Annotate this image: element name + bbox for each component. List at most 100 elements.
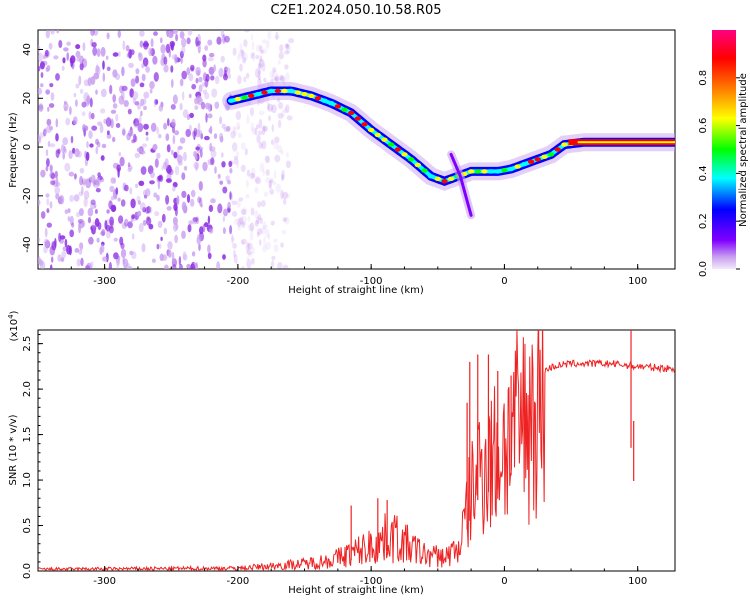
noise-blob (165, 195, 170, 205)
noise-blob (267, 30, 272, 40)
noise-blob (267, 102, 270, 111)
noise-blob (161, 165, 164, 171)
noise-blob (172, 135, 176, 145)
noise-blob (270, 139, 275, 145)
noise-blob (50, 92, 55, 101)
spectrogram-x-tick-label: -100 (360, 276, 383, 287)
ridge-blob (228, 98, 235, 103)
noise-blob (237, 53, 240, 62)
noise-blob (90, 30, 95, 37)
noise-blob (242, 52, 248, 62)
noise-blob (46, 158, 50, 167)
noise-blob (207, 215, 211, 225)
noise-blob (197, 43, 201, 54)
noise-blob (193, 161, 200, 170)
noise-blob (188, 220, 194, 225)
noise-blob (165, 43, 171, 54)
noise-blob (101, 143, 107, 149)
noise-blob (244, 30, 250, 33)
spectrogram-x-tick-label: 0 (501, 276, 507, 287)
noise-blob (200, 132, 203, 140)
noise-blob (55, 133, 59, 142)
noise-blob (78, 223, 82, 234)
noise-blob (274, 154, 281, 163)
noise-blob (81, 111, 86, 117)
noise-blob (240, 238, 247, 245)
noise-blob (55, 118, 59, 128)
noise-blob (75, 44, 81, 50)
noise-blob (161, 213, 166, 223)
noise-blob (256, 124, 260, 130)
noise-blob (254, 176, 260, 183)
noise-blob (165, 133, 170, 141)
noise-blob (214, 166, 217, 174)
noise-blob (79, 242, 84, 251)
noise-blob (135, 75, 140, 84)
noise-blob (163, 122, 168, 130)
noise-blob (71, 222, 75, 228)
noise-blob (95, 146, 99, 155)
noise-blob (171, 118, 176, 128)
noise-blob (251, 41, 255, 51)
noise-blob (66, 41, 71, 46)
snr-y-tick-label: 1.5 (22, 427, 33, 443)
ridge-blob (414, 162, 421, 168)
noise-blob (121, 66, 125, 77)
noise-blob (257, 74, 261, 81)
noise-blob (115, 113, 119, 122)
noise-blob (79, 55, 84, 64)
snr-frame (37, 329, 676, 572)
noise-blob (202, 59, 207, 68)
noise-blob (285, 104, 290, 113)
noise-blob (254, 186, 259, 194)
spectrogram-x-tick-label: -200 (227, 276, 250, 287)
noise-blob (153, 72, 159, 82)
noise-blob (62, 137, 69, 146)
noise-blob (233, 218, 240, 225)
noise-blob (250, 172, 256, 179)
noise-blob (181, 201, 187, 212)
noise-blob (222, 254, 226, 260)
noise-blob (251, 257, 255, 265)
noise-blob (233, 249, 236, 258)
noise-blob (239, 216, 244, 225)
noise-blob (175, 33, 179, 42)
noise-blob (112, 136, 116, 143)
noise-blob (172, 30, 179, 35)
noise-blob (150, 38, 154, 48)
noise-blob (126, 133, 131, 141)
noise-blob (233, 158, 239, 165)
noise-blob (209, 52, 215, 58)
noise-blob (195, 146, 200, 151)
noise-blob (100, 155, 105, 161)
noise-blob (100, 46, 106, 57)
ridge-blob (501, 168, 508, 173)
ridge-blob (268, 88, 275, 94)
noise-blob (38, 52, 43, 63)
noise-blob (51, 256, 54, 263)
noise-blob (191, 83, 197, 90)
noise-blob (195, 262, 198, 269)
noise-blob (285, 152, 289, 158)
noise-blob (200, 203, 203, 208)
noise-blob (235, 110, 242, 121)
noise-blob (154, 211, 160, 217)
noise-blob (142, 207, 147, 213)
noise-blob (68, 150, 73, 160)
noise-blob (65, 117, 71, 126)
noise-blob (210, 75, 215, 81)
noise-blob (99, 124, 104, 134)
noise-blob (232, 142, 238, 152)
noise-blob (205, 112, 208, 123)
noise-blob (250, 122, 255, 133)
noise-blob (113, 237, 118, 242)
noise-blob (260, 50, 264, 54)
noise-blob (272, 67, 277, 73)
noise-blob (223, 127, 229, 132)
noise-blob (264, 228, 270, 239)
noise-blob (46, 222, 52, 228)
noise-blob (54, 170, 58, 179)
noise-blob (186, 37, 191, 45)
noise-blob (55, 149, 60, 159)
